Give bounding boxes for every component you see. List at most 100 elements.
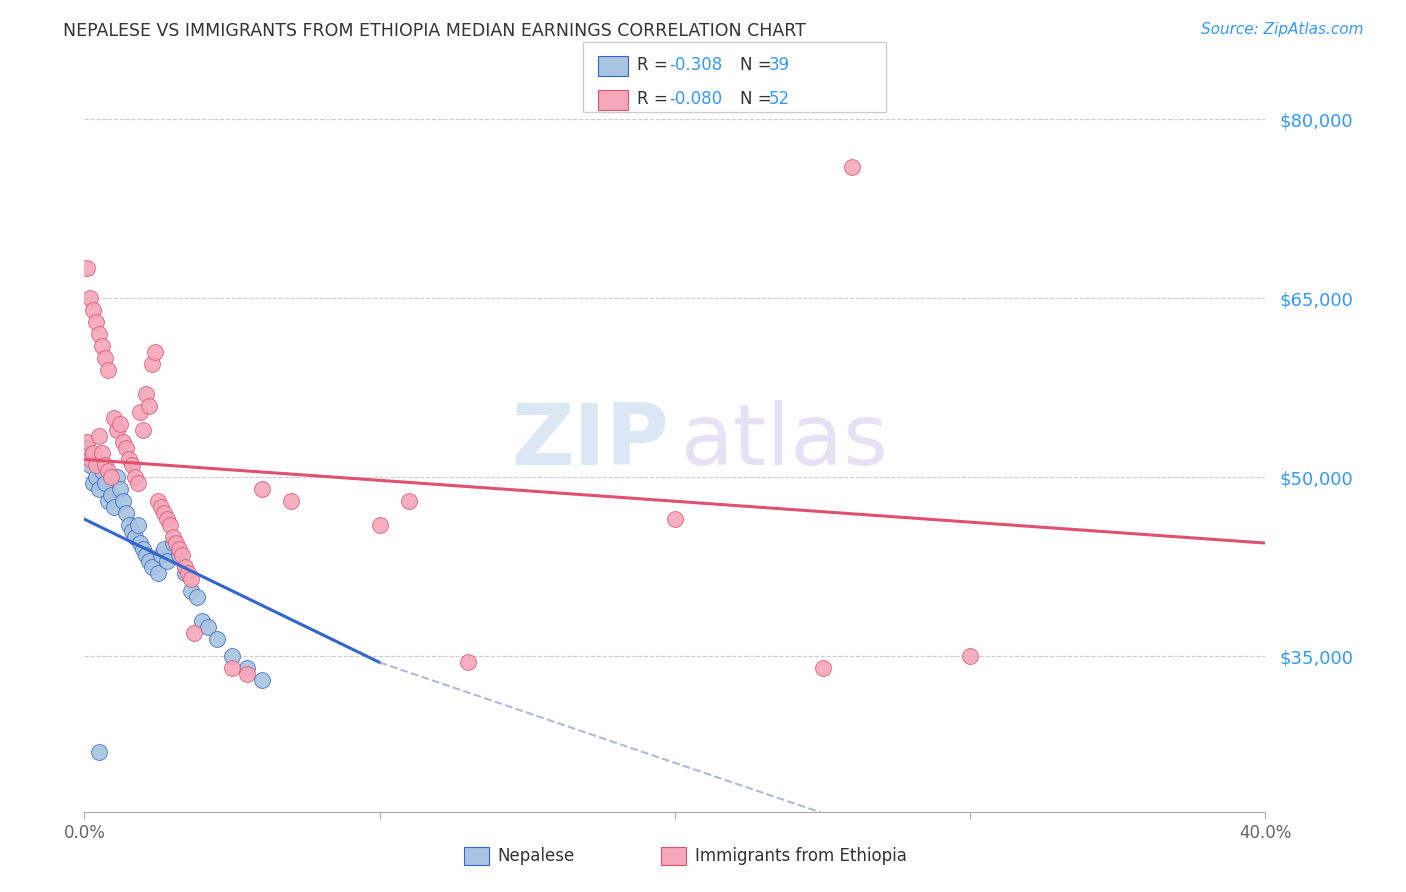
Point xyxy=(79,452,101,467)
Point xyxy=(84,470,107,484)
Point xyxy=(82,476,104,491)
Point xyxy=(94,351,117,365)
Point xyxy=(173,566,195,580)
Point xyxy=(170,548,193,562)
Point xyxy=(105,470,128,484)
Point xyxy=(129,405,152,419)
Point xyxy=(129,536,152,550)
Point xyxy=(91,464,114,478)
Point xyxy=(153,506,176,520)
Point xyxy=(150,548,173,562)
Point xyxy=(197,619,219,633)
Point xyxy=(87,428,111,442)
Point xyxy=(111,434,134,449)
Text: Source: ZipAtlas.com: Source: ZipAtlas.com xyxy=(1201,22,1364,37)
Point xyxy=(87,327,111,342)
Point xyxy=(398,494,420,508)
Point xyxy=(118,518,141,533)
Point xyxy=(167,548,190,562)
Point xyxy=(173,560,195,574)
Point xyxy=(118,452,141,467)
Point xyxy=(159,518,181,533)
Point xyxy=(91,446,114,460)
Point xyxy=(135,548,157,562)
Point xyxy=(143,345,166,359)
Point xyxy=(100,470,122,484)
Point xyxy=(150,500,173,515)
Point xyxy=(94,476,117,491)
Point xyxy=(87,483,111,497)
Point xyxy=(457,656,479,670)
Point xyxy=(186,590,208,604)
Point xyxy=(162,536,184,550)
Point xyxy=(97,494,120,508)
Point xyxy=(84,315,107,329)
Point xyxy=(127,518,149,533)
Point xyxy=(94,458,117,473)
Point xyxy=(84,458,107,473)
Point xyxy=(664,512,686,526)
Point xyxy=(221,661,243,675)
Text: 52: 52 xyxy=(769,90,790,108)
Point xyxy=(91,339,114,353)
Point xyxy=(959,649,981,664)
Point xyxy=(76,261,98,276)
Point xyxy=(114,506,136,520)
Text: NEPALESE VS IMMIGRANTS FROM ETHIOPIA MEDIAN EARNINGS CORRELATION CHART: NEPALESE VS IMMIGRANTS FROM ETHIOPIA MED… xyxy=(63,22,806,40)
Point xyxy=(103,410,125,425)
Point xyxy=(114,441,136,455)
Point xyxy=(368,518,391,533)
Point xyxy=(121,524,143,538)
Point xyxy=(167,541,190,556)
Point xyxy=(138,399,160,413)
Point xyxy=(138,554,160,568)
Point xyxy=(162,530,184,544)
Point xyxy=(250,483,273,497)
Point xyxy=(108,483,131,497)
Point xyxy=(148,494,170,508)
Point xyxy=(811,661,834,675)
Text: Immigrants from Ethiopia: Immigrants from Ethiopia xyxy=(695,847,907,865)
Point xyxy=(156,554,179,568)
Point xyxy=(156,512,179,526)
Text: atlas: atlas xyxy=(681,400,889,483)
Point xyxy=(76,434,98,449)
Point xyxy=(108,417,131,431)
Point xyxy=(135,386,157,401)
Point xyxy=(97,464,120,478)
Point xyxy=(183,625,205,640)
Point xyxy=(97,363,120,377)
Point xyxy=(127,476,149,491)
Point xyxy=(76,441,98,455)
Text: R =: R = xyxy=(637,90,673,108)
Point xyxy=(124,530,146,544)
Point xyxy=(105,423,128,437)
Text: R =: R = xyxy=(637,56,673,74)
Text: N =: N = xyxy=(740,90,776,108)
Point xyxy=(207,632,229,646)
Text: ZIP: ZIP xyxy=(512,400,669,483)
Text: -0.308: -0.308 xyxy=(669,56,723,74)
Point xyxy=(87,745,111,759)
Point xyxy=(177,566,200,580)
Point xyxy=(165,536,187,550)
Point xyxy=(124,470,146,484)
Point xyxy=(280,494,302,508)
Point xyxy=(841,160,863,174)
Point xyxy=(180,572,202,586)
Text: 39: 39 xyxy=(769,56,790,74)
Point xyxy=(153,541,176,556)
Point xyxy=(132,541,155,556)
Text: -0.080: -0.080 xyxy=(669,90,723,108)
Point xyxy=(132,423,155,437)
Point xyxy=(121,458,143,473)
Point xyxy=(103,500,125,515)
Point xyxy=(100,488,122,502)
Point xyxy=(148,566,170,580)
Point xyxy=(79,458,101,473)
Point xyxy=(250,673,273,688)
Point xyxy=(221,649,243,664)
Text: N =: N = xyxy=(740,56,776,74)
Point xyxy=(111,494,134,508)
Text: Nepalese: Nepalese xyxy=(498,847,575,865)
